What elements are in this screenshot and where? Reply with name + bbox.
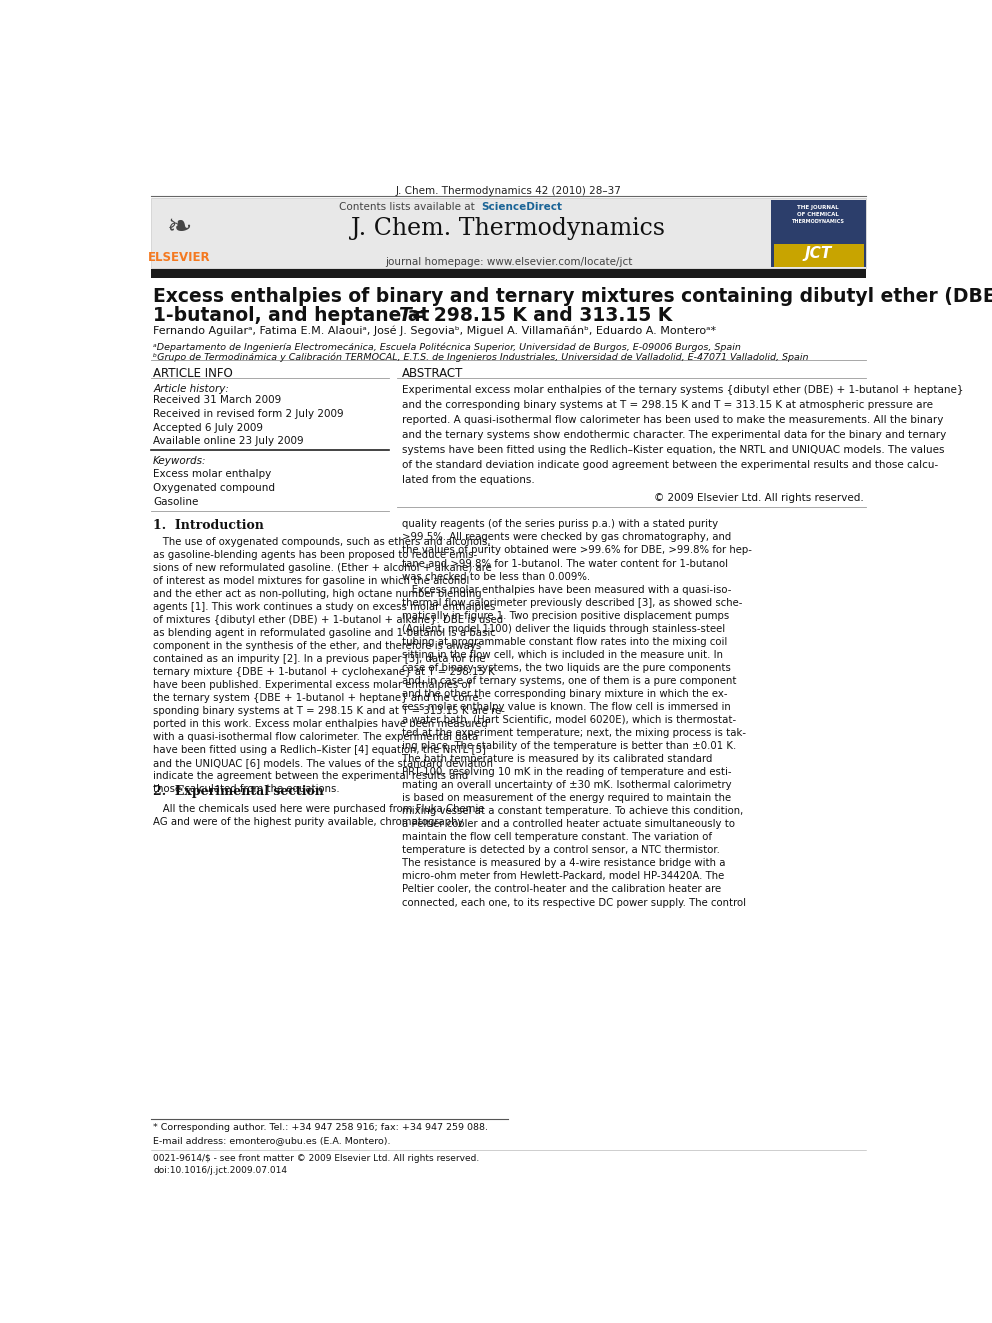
Text: and the corresponding binary systems at T = 298.15 K and T = 313.15 K at atmosph: and the corresponding binary systems at … (403, 400, 933, 410)
Text: ᵇGrupo de Termodinámica y Calibración TERMOCAL, E.T.S. de Ingenieros Industriale: ᵇGrupo de Termodinámica y Calibración TE… (153, 352, 808, 361)
Text: the ternary system {DBE + 1-butanol + heptane} and the corre-: the ternary system {DBE + 1-butanol + he… (153, 693, 482, 704)
Text: ELSEVIER: ELSEVIER (148, 250, 210, 263)
Text: ScienceDirect: ScienceDirect (481, 201, 562, 212)
Text: and the other the corresponding binary mixture in which the ex-: and the other the corresponding binary m… (403, 689, 728, 699)
Text: J. Chem. Thermodynamics 42 (2010) 28–37: J. Chem. Thermodynamics 42 (2010) 28–37 (396, 187, 621, 196)
Text: and the ether act as non-polluting, high octane number blending: and the ether act as non-polluting, high… (153, 589, 482, 599)
Text: component in the synthesis of the ether, and therefore is always: component in the synthesis of the ether,… (153, 642, 481, 651)
Text: 1.  Introduction: 1. Introduction (153, 520, 264, 532)
Text: The resistance is measured by a 4-wire resistance bridge with a: The resistance is measured by a 4-wire r… (403, 859, 726, 868)
Text: T: T (398, 307, 411, 325)
Text: Contents lists available at: Contents lists available at (338, 201, 478, 212)
Text: ᵃDepartamento de Ingeniería Electromecánica, Escuela Politécnica Superior, Unive: ᵃDepartamento de Ingeniería Electromecán… (153, 343, 741, 352)
Text: as blending agent in reformulated gasoline and 1-butanol is a basic: as blending agent in reformulated gasoli… (153, 628, 496, 638)
Text: Oxygenated compound: Oxygenated compound (153, 483, 275, 493)
Text: ternary mixture {DBE + 1-butanol + cyclohexane} at T = 298.15 K: ternary mixture {DBE + 1-butanol + cyclo… (153, 667, 495, 677)
Text: Gasoline: Gasoline (153, 497, 198, 507)
Text: thermal flow calorimeter previously described [3], as showed sche-: thermal flow calorimeter previously desc… (403, 598, 743, 607)
Text: the values of purity obtained were >99.6% for DBE, >99.8% for hep-: the values of purity obtained were >99.6… (403, 545, 752, 556)
Text: reported. A quasi-isothermal flow calorimeter has been used to make the measurem: reported. A quasi-isothermal flow calori… (403, 415, 943, 425)
Text: sponding binary systems at T = 298.15 K and at T = 313.15 K are re-: sponding binary systems at T = 298.15 K … (153, 706, 505, 716)
Text: Keywords:: Keywords: (153, 456, 206, 466)
Text: journal homepage: www.elsevier.com/locate/jct: journal homepage: www.elsevier.com/locat… (385, 257, 632, 266)
Text: 1-butanol, and heptane at: 1-butanol, and heptane at (153, 307, 436, 325)
Text: micro-ohm meter from Hewlett-Packard, model HP-34420A. The: micro-ohm meter from Hewlett-Packard, mo… (403, 872, 724, 881)
Text: E-mail address: emontero@ubu.es (E.A. Montero).: E-mail address: emontero@ubu.es (E.A. Mo… (153, 1135, 391, 1144)
Bar (151, 269, 866, 278)
Text: THERMODYNAMICS: THERMODYNAMICS (792, 218, 844, 224)
Text: (Agilent, model 1100) deliver the liquids through stainless-steel: (Agilent, model 1100) deliver the liquid… (403, 623, 725, 634)
Text: 2.  Experimental section: 2. Experimental section (153, 786, 324, 798)
Bar (772, 200, 866, 267)
Text: Available online 23 July 2009: Available online 23 July 2009 (153, 437, 304, 446)
Text: connected, each one, to its respective DC power supply. The control: connected, each one, to its respective D… (403, 897, 746, 908)
Text: THE JOURNAL: THE JOURNAL (798, 205, 839, 209)
Text: of interest as model mixtures for gasoline in which the alcohol: of interest as model mixtures for gasoli… (153, 576, 469, 586)
Text: ing place. The stability of the temperature is better than ±0.01 K.: ing place. The stability of the temperat… (403, 741, 736, 751)
Text: >99.5%. All reagents were checked by gas chromatography, and: >99.5%. All reagents were checked by gas… (403, 532, 731, 542)
Text: All the chemicals used here were purchased from Fluka Chemie: All the chemicals used here were purchas… (153, 803, 484, 814)
Text: PRT-100, resolving 10 mK in the reading of temperature and esti-: PRT-100, resolving 10 mK in the reading … (403, 767, 732, 777)
Bar (774, 245, 864, 267)
Text: ted at the experiment temperature; next, the mixing process is tak-: ted at the experiment temperature; next,… (403, 728, 746, 738)
Text: is based on measurement of the energy required to maintain the: is based on measurement of the energy re… (403, 794, 731, 803)
Text: J. Chem. Thermodynamics: J. Chem. Thermodynamics (351, 217, 666, 239)
Text: The bath temperature is measured by its calibrated standard: The bath temperature is measured by its … (403, 754, 712, 765)
Text: doi:10.1016/j.jct.2009.07.014: doi:10.1016/j.jct.2009.07.014 (153, 1167, 288, 1175)
Text: = 298.15 K and 313.15 K: = 298.15 K and 313.15 K (406, 307, 673, 325)
Text: of the standard deviation indicate good agreement between the experimental resul: of the standard deviation indicate good … (403, 460, 938, 470)
Text: systems have been fitted using the Redlich–Kister equation, the NRTL and UNIQUAC: systems have been fitted using the Redli… (403, 446, 944, 455)
Text: ported in this work. Excess molar enthalpies have been measured: ported in this work. Excess molar enthal… (153, 720, 488, 729)
Text: tubing at programmable constant flow rates into the mixing coil: tubing at programmable constant flow rat… (403, 636, 727, 647)
Text: case of binary systems, the two liquids are the pure components: case of binary systems, the two liquids … (403, 663, 731, 673)
Text: JCT: JCT (805, 246, 832, 262)
Text: Fernando Aguilarᵃ, Fatima E.M. Alaouiᵃ, José J. Segoviaᵇ, Miguel A. Villamаñánᵇ,: Fernando Aguilarᵃ, Fatima E.M. Alaouiᵃ, … (153, 325, 716, 336)
Text: Received in revised form 2 July 2009: Received in revised form 2 July 2009 (153, 409, 344, 419)
Text: OF CHEMICAL: OF CHEMICAL (798, 212, 839, 217)
Text: a water bath, (Hart Scientific, model 6020E), which is thermostat-: a water bath, (Hart Scientific, model 60… (403, 714, 736, 725)
Text: with a quasi-isothermal flow calorimeter. The experimental data: with a quasi-isothermal flow calorimeter… (153, 733, 478, 742)
Text: 0021-9614/$ - see front matter © 2009 Elsevier Ltd. All rights reserved.: 0021-9614/$ - see front matter © 2009 El… (153, 1154, 479, 1163)
Text: and, in case of ternary systems, one of them is a pure component: and, in case of ternary systems, one of … (403, 676, 737, 685)
Text: a Peltier cooler and a controlled heater actuate simultaneously to: a Peltier cooler and a controlled heater… (403, 819, 735, 830)
Text: and the ternary systems show endothermic character. The experimental data for th: and the ternary systems show endothermic… (403, 430, 946, 441)
Text: quality reagents (of the series puriss p.a.) with a stated purity: quality reagents (of the series puriss p… (403, 520, 718, 529)
Text: have been published. Experimental excess molar enthalpies of: have been published. Experimental excess… (153, 680, 471, 691)
Text: Excess molar enthalpies have been measured with a quasi-iso-: Excess molar enthalpies have been measur… (403, 585, 732, 594)
Text: Excess enthalpies of binary and ternary mixtures containing dibutyl ether (DBE),: Excess enthalpies of binary and ternary … (153, 287, 992, 306)
Text: matically in figure 1. Two precision positive displacement pumps: matically in figure 1. Two precision pos… (403, 611, 729, 620)
Text: AG and were of the highest purity available, chromatography: AG and were of the highest purity availa… (153, 816, 463, 827)
Text: © 2009 Elsevier Ltd. All rights reserved.: © 2009 Elsevier Ltd. All rights reserved… (654, 493, 864, 503)
Text: was checked to be less than 0.009%.: was checked to be less than 0.009%. (403, 572, 590, 582)
Text: sions of new reformulated gasoline. (Ether + alcohol + alkane) are: sions of new reformulated gasoline. (Eth… (153, 562, 492, 573)
Text: The use of oxygenated compounds, such as ethers and alcohols,: The use of oxygenated compounds, such as… (153, 537, 491, 546)
Text: indicate the agreement between the experimental results and: indicate the agreement between the exper… (153, 771, 468, 782)
Text: those calculated from the equations.: those calculated from the equations. (153, 785, 340, 794)
Bar (151, 198, 866, 267)
Text: Received 31 March 2009: Received 31 March 2009 (153, 396, 282, 405)
Text: Article history:: Article history: (153, 384, 229, 394)
Text: maintain the flow cell temperature constant. The variation of: maintain the flow cell temperature const… (403, 832, 712, 843)
Text: mixing vessel at a constant temperature. To achieve this condition,: mixing vessel at a constant temperature.… (403, 806, 744, 816)
Text: lated from the equations.: lated from the equations. (403, 475, 535, 486)
Text: cess molar enthalpy value is known. The flow cell is immersed in: cess molar enthalpy value is known. The … (403, 703, 731, 712)
Text: ABSTRACT: ABSTRACT (403, 366, 463, 380)
Text: Accepted 6 July 2009: Accepted 6 July 2009 (153, 422, 263, 433)
Text: Experimental excess molar enthalpies of the ternary systems {dibutyl ether (DBE): Experimental excess molar enthalpies of … (403, 385, 964, 394)
Text: have been fitted using a Redlich–Kister [4] equation, the NRTL [5]: have been fitted using a Redlich–Kister … (153, 745, 486, 755)
Text: temperature is detected by a control sensor, a NTC thermistor.: temperature is detected by a control sen… (403, 845, 720, 856)
Text: Excess molar enthalpy: Excess molar enthalpy (153, 470, 272, 479)
Text: ARTICLE INFO: ARTICLE INFO (153, 366, 233, 380)
Text: agents [1]. This work continues a study on excess molar enthalpies: agents [1]. This work continues a study … (153, 602, 496, 613)
Text: and the UNIQUAC [6] models. The values of the standard deviation: and the UNIQUAC [6] models. The values o… (153, 758, 493, 769)
Text: Peltier cooler, the control-heater and the calibration heater are: Peltier cooler, the control-heater and t… (403, 885, 721, 894)
Text: sitting in the flow cell, which is included in the measure unit. In: sitting in the flow cell, which is inclu… (403, 650, 723, 660)
Text: as gasoline-blending agents has been proposed to reduce emis-: as gasoline-blending agents has been pro… (153, 550, 477, 560)
Text: * Corresponding author. Tel.: +34 947 258 916; fax: +34 947 259 088.: * Corresponding author. Tel.: +34 947 25… (153, 1123, 488, 1132)
Text: mating an overall uncertainty of ±30 mK. Isothermal calorimetry: mating an overall uncertainty of ±30 mK.… (403, 781, 732, 790)
Text: tane and >99.8% for 1-butanol. The water content for 1-butanol: tane and >99.8% for 1-butanol. The water… (403, 558, 728, 569)
Text: ❧: ❧ (167, 213, 192, 242)
Text: contained as an impurity [2]. In a previous paper [3], data for the: contained as an impurity [2]. In a previ… (153, 654, 486, 664)
Text: of mixtures {dibutyl ether (DBE) + 1-butanol + alkane}. DBE is used: of mixtures {dibutyl ether (DBE) + 1-but… (153, 615, 503, 624)
